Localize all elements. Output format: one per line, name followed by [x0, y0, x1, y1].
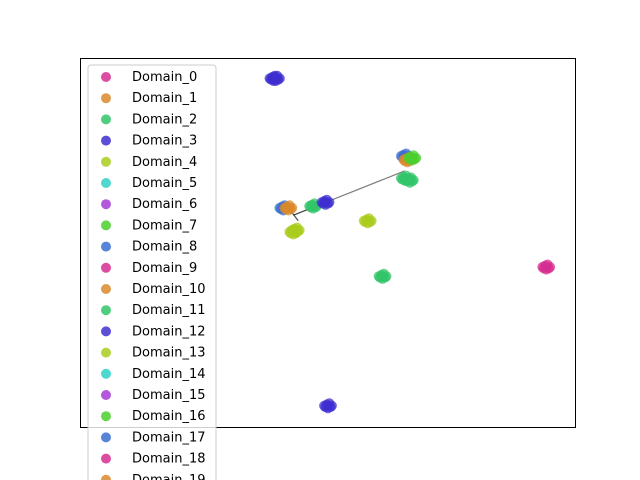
legend-label: Domain_2	[132, 112, 197, 127]
legend-marker	[101, 199, 111, 210]
points-layer	[264, 70, 556, 414]
legend-marker	[101, 368, 111, 379]
legend-marker	[101, 114, 111, 125]
legend-marker	[101, 220, 111, 231]
legend-label: Domain_13	[132, 346, 206, 361]
point-domain-9	[541, 264, 552, 275]
legend-label: Domain_15	[132, 388, 206, 403]
legend-label: Domain_6	[132, 197, 197, 212]
point-domain-4	[362, 218, 373, 229]
legend-marker	[101, 178, 111, 188]
legend-marker	[101, 326, 111, 337]
legend-marker	[101, 135, 111, 146]
legend-label: Domain_19	[132, 473, 206, 480]
legend-label: Domain_4	[132, 155, 197, 170]
legend-marker	[101, 241, 111, 252]
point-domain-12	[323, 403, 333, 414]
point-domain-2	[308, 203, 319, 214]
legend-label: Domain_9	[132, 261, 197, 276]
legend-marker	[101, 453, 111, 464]
legend: Domain_0 Domain_1 Domain_2 Domain_3 Domain_4…	[87, 64, 217, 480]
legend-label: Domain_16	[132, 409, 206, 424]
point-domain-11	[404, 177, 415, 188]
legend-label: Domain_17	[132, 430, 206, 445]
legend-label: Domain_7	[132, 218, 197, 233]
legend-marker	[101, 390, 111, 400]
legend-label: Domain_18	[132, 452, 206, 467]
legend-label: Domain_1	[132, 91, 197, 106]
legend-marker	[101, 156, 111, 167]
legend-marker	[101, 284, 111, 294]
point-domain-11	[377, 273, 388, 284]
legend-marker	[101, 305, 111, 316]
legend-marker	[101, 262, 111, 273]
legend-marker	[101, 432, 111, 443]
point-domain-13	[290, 227, 301, 238]
point-domain-19	[283, 205, 294, 216]
legend-marker	[101, 72, 111, 82]
legend-label: Domain_8	[132, 240, 197, 255]
legend-marker	[101, 411, 111, 422]
point-domain-3	[320, 199, 331, 210]
legend-label: Domain_5	[132, 176, 197, 191]
legend-marker	[101, 474, 111, 480]
legend-marker	[101, 93, 111, 104]
legend-label: Domain_0	[132, 70, 197, 85]
legend-label: Domain_12	[132, 324, 206, 339]
legend-label: Domain_11	[132, 303, 206, 318]
legend-marker	[101, 347, 111, 358]
legend-label: Domain_10	[132, 282, 206, 297]
legend-box	[87, 64, 217, 480]
legend-label: Domain_14	[132, 367, 206, 382]
point-domain-16	[407, 155, 418, 166]
legend-label: Domain_3	[132, 134, 197, 149]
point-domain-12	[270, 75, 281, 86]
